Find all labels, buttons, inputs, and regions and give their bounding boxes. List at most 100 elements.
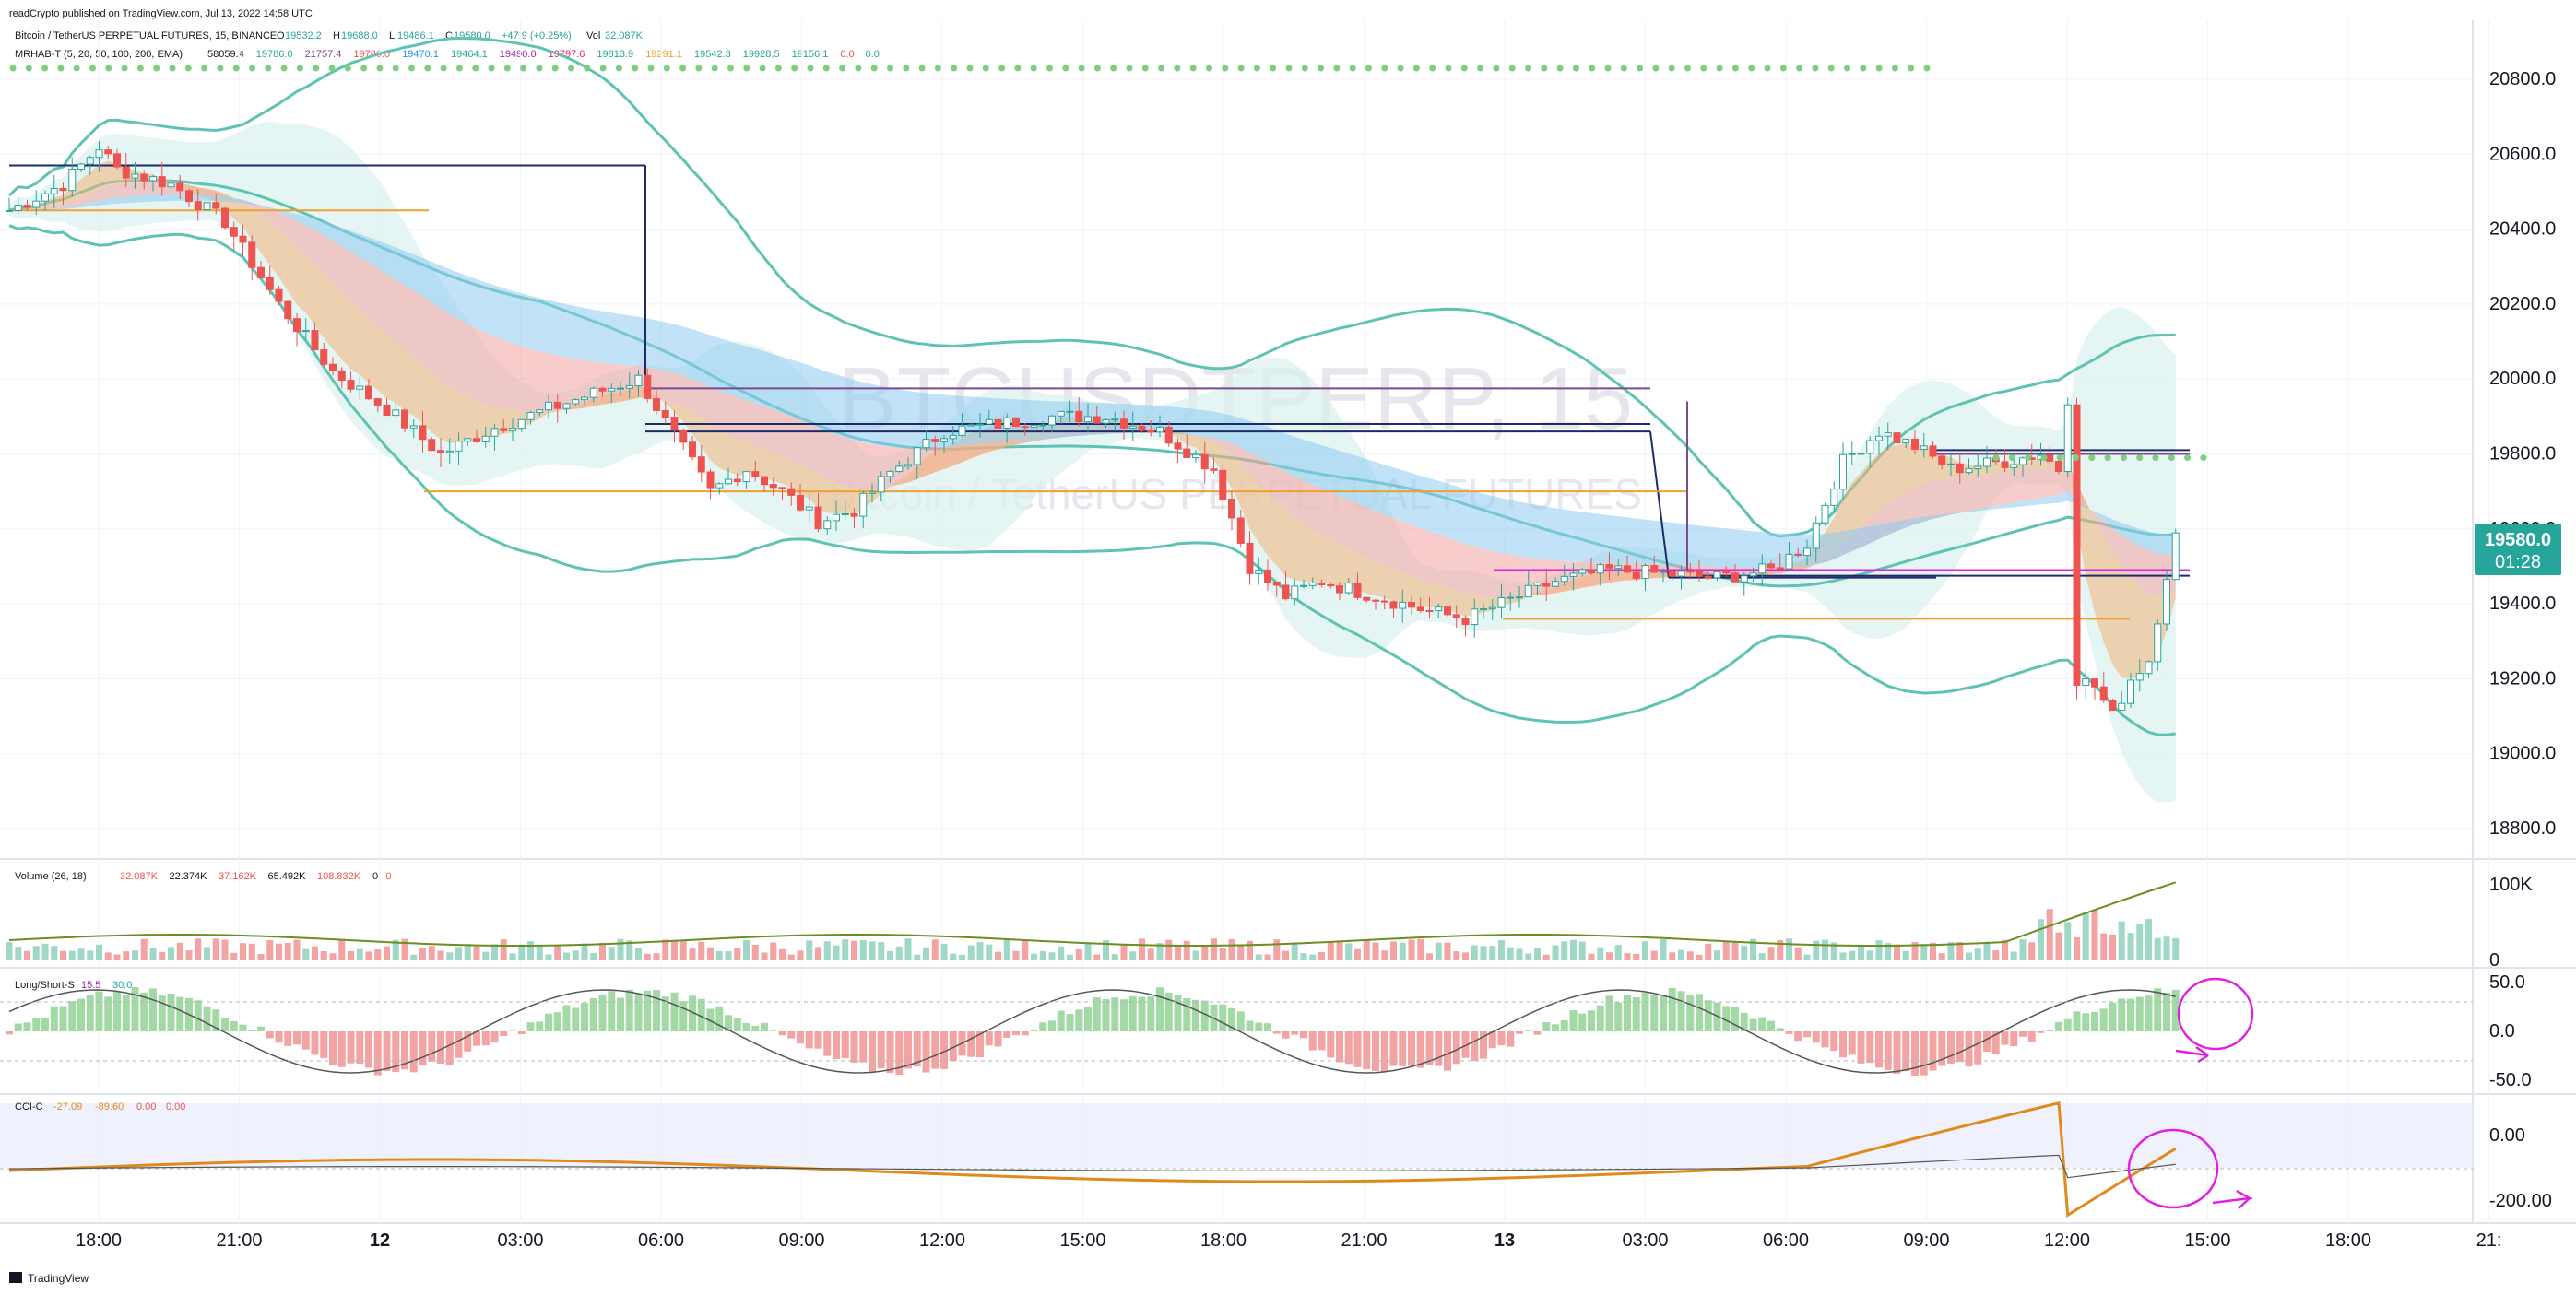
volume-bar xyxy=(1031,953,1037,960)
ls-bar xyxy=(1318,1031,1326,1051)
candle-body xyxy=(284,300,292,320)
volume-bar xyxy=(41,943,49,960)
signal-dot xyxy=(2120,454,2127,462)
volume-bar xyxy=(1686,951,1694,960)
ls-bar xyxy=(490,1031,499,1043)
ls-bar xyxy=(32,1018,41,1031)
annotation-arrow xyxy=(2175,1045,2209,1064)
price-tick: 20600.0 xyxy=(2489,144,2556,164)
candle-body xyxy=(536,409,544,414)
ls-bar xyxy=(1668,987,1676,1031)
ls-bar xyxy=(1794,1031,1802,1042)
ls-bar xyxy=(598,994,607,1031)
volume-bar xyxy=(348,950,354,960)
ls-bar xyxy=(1488,1031,1496,1049)
signal-dot xyxy=(695,65,703,72)
volume-label: Volume (26, 18) xyxy=(15,871,87,882)
signal-dot xyxy=(1126,65,1133,72)
candle-body xyxy=(697,456,705,473)
cci-value: 0.00 xyxy=(166,1101,185,1113)
candle-body xyxy=(1552,581,1559,587)
candle-body xyxy=(373,398,382,406)
volume-bar xyxy=(2136,924,2144,960)
ls-bar xyxy=(104,996,112,1031)
time-tick: 15:00 xyxy=(2184,1230,2230,1251)
ls-bar xyxy=(1372,1031,1379,1071)
candle-body xyxy=(1857,453,1865,455)
candle-body xyxy=(1911,438,1919,451)
ls-bar xyxy=(275,1031,283,1043)
time-axis[interactable]: 18:00 21:00 12 03:00 06:00 09:00 12:00 15:00 18:… xyxy=(76,1230,2501,1251)
signal-dot xyxy=(1923,65,1931,72)
price-axis[interactable]: 20800.0 20600.0 20400.0 20200.0 20000.0 19800… xyxy=(2489,69,2556,839)
candle-body xyxy=(1650,565,1659,573)
ls-bar xyxy=(1416,1031,1424,1068)
ls-bar xyxy=(2099,1008,2108,1031)
volume-bar xyxy=(60,950,66,960)
ls-bar xyxy=(464,1031,472,1052)
candlestick-series[interactable] xyxy=(6,141,2180,712)
signal-dot xyxy=(1477,65,1484,72)
volume-values: 32.087K 22.374K 37.162K 65.492K 108.832K 0 0 xyxy=(120,871,392,882)
ls-bar xyxy=(877,1031,885,1069)
candle-body xyxy=(1291,585,1299,600)
signal-dot xyxy=(1141,65,1149,72)
ls-bar xyxy=(913,1031,921,1067)
volume-value: 32.087K xyxy=(120,871,159,882)
ls-bar xyxy=(922,1031,930,1073)
volume-bar xyxy=(1813,940,1820,960)
price-tick: 20000.0 xyxy=(2489,369,2556,389)
candle-body xyxy=(644,374,652,399)
volume-bar xyxy=(1552,945,1559,960)
ls-bar xyxy=(1929,1031,1937,1071)
candle-body xyxy=(1353,583,1362,598)
ls-tick: -50.0 xyxy=(2489,1070,2532,1090)
signal-dot xyxy=(1445,65,1452,72)
ls-bar xyxy=(1866,1031,1874,1064)
volume-bar xyxy=(257,953,265,960)
candle-body xyxy=(598,387,607,392)
signal-dot xyxy=(1860,65,1867,72)
volume-bar xyxy=(2082,912,2089,960)
ls-bar xyxy=(1084,1007,1092,1031)
time-tick: 21:00 xyxy=(216,1230,262,1251)
ls-bar xyxy=(203,1006,211,1031)
volume-bar xyxy=(24,950,30,960)
ls-bar xyxy=(1380,1031,1388,1072)
volume-bar xyxy=(2038,919,2044,960)
ls-bar xyxy=(1200,1000,1209,1031)
ls-bar xyxy=(1632,996,1640,1031)
ls-bar xyxy=(1767,1020,1775,1031)
ls-values: 15.5 30.0 xyxy=(81,980,132,991)
volume-value: 37.162K xyxy=(219,871,257,882)
volume-bar xyxy=(455,947,462,960)
ls-bar xyxy=(59,1006,67,1031)
volume-bar xyxy=(1498,939,1505,960)
signal-dot xyxy=(1875,65,1883,72)
volume-bar xyxy=(2109,934,2116,960)
candle-body xyxy=(239,235,247,243)
ls-bar xyxy=(1578,1013,1587,1031)
ls-bar xyxy=(1776,1028,1784,1031)
candle-body xyxy=(490,428,499,437)
ls-bar xyxy=(401,1031,408,1070)
signal-dot xyxy=(2008,454,2015,462)
volume-bar xyxy=(1938,953,1945,960)
volume-bar xyxy=(1561,941,1568,960)
signal-dot xyxy=(679,65,687,72)
signal-dot xyxy=(1764,65,1771,72)
volume-bar xyxy=(1247,940,1253,960)
ls-bar xyxy=(1030,1030,1038,1031)
signal-dot xyxy=(1397,65,1404,72)
signal-dot xyxy=(1189,65,1197,72)
candle-body xyxy=(1696,571,1703,577)
candle-body xyxy=(1641,565,1649,579)
candle-body xyxy=(392,409,400,417)
time-tick: 09:00 xyxy=(778,1230,824,1251)
ls-bar xyxy=(1461,1031,1470,1058)
ls-bar xyxy=(572,1007,580,1031)
volume-bar xyxy=(6,942,13,960)
candle-body xyxy=(895,465,904,472)
volume-bar xyxy=(563,952,570,960)
